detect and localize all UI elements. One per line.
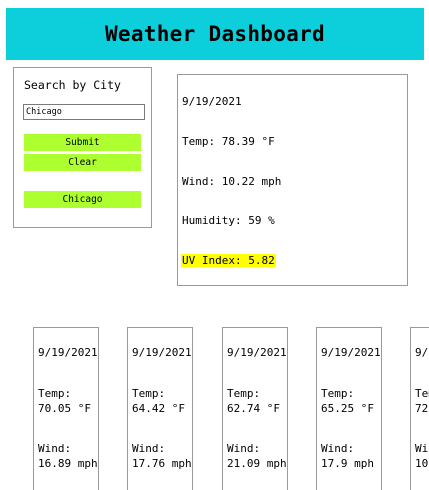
- forecast-temp-label: Temp:: [132, 387, 166, 400]
- forecast-temp-label: Temp:: [321, 387, 355, 400]
- current-wind: Wind: 10.22 mph: [182, 175, 282, 188]
- forecast-temp: 64.42 °F: [132, 402, 185, 415]
- clear-button[interactable]: Clear: [24, 154, 141, 171]
- forecast-wind-label: Wind:: [38, 442, 72, 455]
- history-city-button[interactable]: Chicago: [24, 191, 141, 208]
- search-title: Search by City: [24, 78, 121, 92]
- forecast-card: 9/19/2021 Temp: 64.42 °F Wind: 17.76 mph: [127, 327, 193, 490]
- forecast-temp-label: Temp:: [227, 387, 261, 400]
- forecast-wind-label: Wind:: [227, 442, 261, 455]
- current-weather-card: 9/19/2021 Temp: 78.39 °F Wind: 10.22 mph…: [177, 74, 408, 286]
- current-date: 9/19/2021: [182, 95, 242, 108]
- forecast-temp: 70.05 °F: [38, 402, 91, 415]
- forecast-date: 9/19/2021: [132, 346, 192, 359]
- forecast-date: 9/19/2021: [227, 346, 287, 359]
- search-panel: Search by City Submit Clear Chicago: [13, 67, 152, 228]
- page-title: Weather Dashboard: [6, 8, 424, 60]
- current-temp: Temp: 78.39 °F: [182, 135, 275, 148]
- forecast-date: 9/19/2021: [415, 346, 429, 359]
- forecast-temp: 72: [415, 402, 429, 415]
- forecast-wind: 10: [415, 457, 429, 470]
- forecast-temp: 62.74 °F: [227, 402, 280, 415]
- forecast-temp-label: Temp:: [38, 387, 72, 400]
- forecast-wind-label: Wind:: [132, 442, 166, 455]
- forecast-wind: 21.09 mph: [227, 457, 287, 470]
- uv-index-badge: UV Index: 5.82: [181, 254, 276, 267]
- forecast-date: 9/19/2021: [38, 346, 98, 359]
- forecast-card: 9/19/2021 Temp: 70.05 °F Wind: 16.89 mph: [33, 327, 99, 490]
- forecast-temp: 65.25 °F: [321, 402, 374, 415]
- forecast-date: 9/19/2021: [321, 346, 381, 359]
- city-search-input[interactable]: [23, 104, 145, 120]
- forecast-card: 9/19/2021 Temp: 72 Wind: 10: [410, 327, 429, 490]
- forecast-wind: 16.89 mph: [38, 457, 98, 470]
- forecast-wind: 17.76 mph: [132, 457, 192, 470]
- forecast-wind-label: Wind:: [415, 442, 429, 455]
- forecast-wind-label: Wind:: [321, 442, 355, 455]
- forecast-card: 9/19/2021 Temp: 62.74 °F Wind: 21.09 mph: [222, 327, 288, 490]
- forecast-card: 9/19/2021 Temp: 65.25 °F Wind: 17.9 mph: [316, 327, 382, 490]
- forecast-wind: 17.9 mph: [321, 457, 374, 470]
- submit-button[interactable]: Submit: [24, 134, 141, 151]
- current-humidity: Humidity: 59 %: [182, 214, 275, 227]
- forecast-temp-label: Temp:: [415, 387, 429, 400]
